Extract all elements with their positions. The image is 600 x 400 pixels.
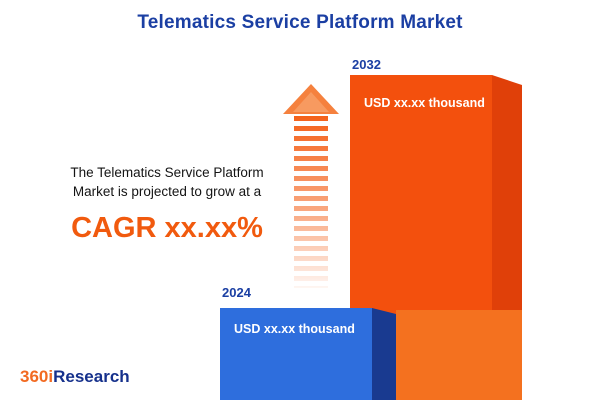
bar-2032-year-label: 2032 [352, 57, 381, 72]
brand-logo: 360iResearch [20, 367, 130, 387]
logo-360: 360 [20, 367, 49, 386]
bar-2024-front [220, 308, 372, 400]
arrow-head-highlight [293, 92, 329, 112]
bar-2032-bottom-shade [396, 310, 522, 400]
cagr-text: CAGR xx.xx% [71, 211, 263, 244]
bar-2024-side-face [372, 308, 396, 400]
arrow-fade-overlay [293, 116, 329, 289]
growth-arrow-icon [283, 84, 339, 289]
bar-2024-year-label: 2024 [222, 285, 251, 300]
logo-i: i [48, 367, 54, 386]
bar-2032-value-label: USD xx.xx thousand [364, 96, 485, 110]
page-title: Telematics Service Platform Market [137, 12, 463, 33]
annotation-line-2: Market is projected to grow at a [72, 183, 262, 199]
logo-research: Research [53, 367, 130, 386]
annotation-line-1: The Telematics Service Platform [70, 165, 264, 180]
annotation-block: The Telematics Service Platform Market i… [26, 164, 308, 245]
bar-2024-value-label: USD xx.xx thousand [234, 322, 355, 336]
